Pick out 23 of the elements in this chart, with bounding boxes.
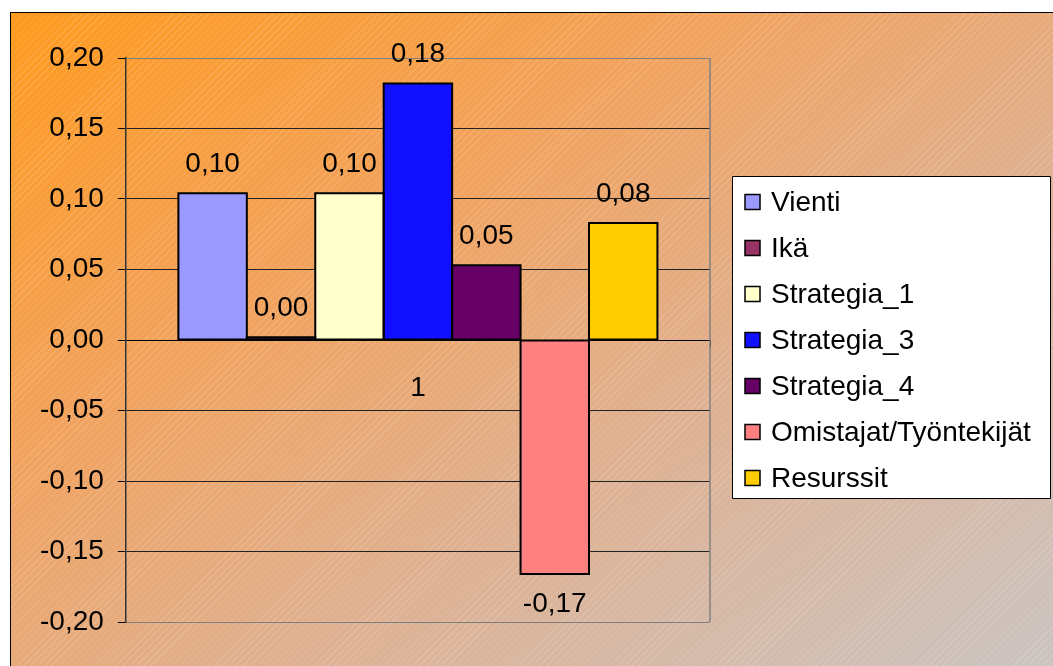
data-label: 0,00: [253, 290, 309, 322]
legend-label: Strategia_3: [771, 323, 915, 355]
y-tick-label: 0,00: [49, 322, 104, 354]
legend-label: Strategia_4: [771, 369, 915, 401]
y-tick-label: -0,05: [39, 393, 104, 425]
legend-label: Omistajat/Työntekijät: [771, 415, 1032, 447]
data-label: 0,05: [459, 218, 514, 250]
data-label: 0,10: [322, 147, 377, 179]
y-tick-label: -0,10: [39, 463, 104, 495]
data-label: 0,10: [185, 147, 240, 179]
x-tick-label: 1: [410, 370, 426, 402]
y-tick-label: -0,20: [39, 604, 104, 636]
data-label: 0,18: [390, 37, 446, 69]
y-tick-label: 0,05: [49, 252, 104, 284]
legend-label: Strategia_1: [771, 277, 915, 309]
y-tick-label: 0,10: [49, 181, 104, 213]
y-tick-label: 0,15: [49, 111, 104, 143]
legend-label: Resurssit: [771, 461, 888, 493]
data-label: -0,17: [522, 586, 587, 618]
legend-label: Ikä: [771, 231, 809, 263]
y-tick-label: 0,20: [49, 40, 104, 72]
legend-label: Vienti: [771, 185, 841, 217]
y-tick-label: -0,15: [39, 534, 104, 566]
